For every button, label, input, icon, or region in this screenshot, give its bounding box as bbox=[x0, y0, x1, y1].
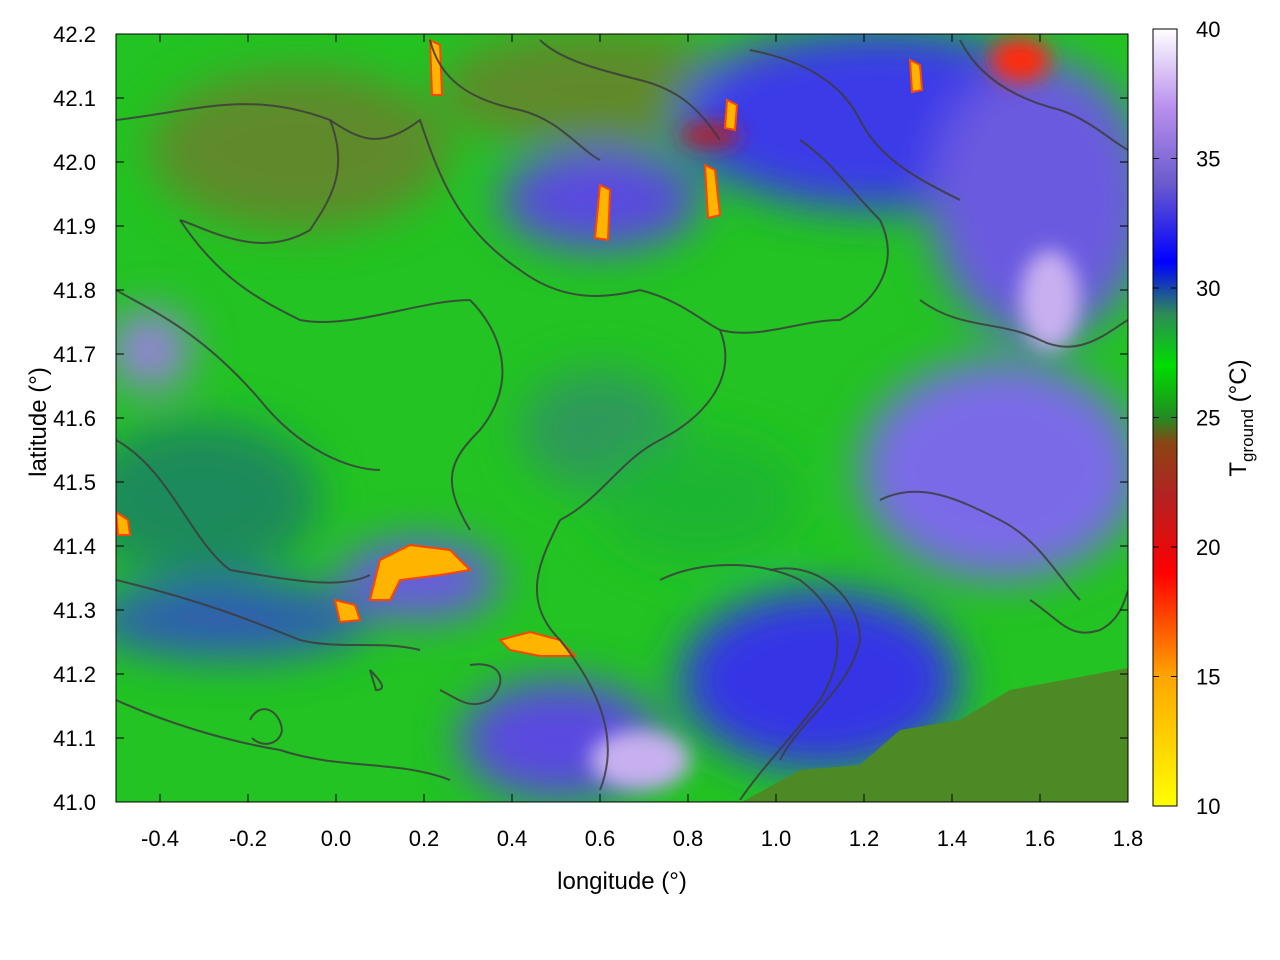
x-axis-label: longitude (°) bbox=[557, 868, 687, 895]
colorbar-label-main: T bbox=[1225, 462, 1252, 477]
y-tick-label: 41.2 bbox=[53, 662, 96, 687]
y-tick-label: 41.9 bbox=[53, 214, 96, 239]
y-tick-label: 41.1 bbox=[53, 726, 96, 751]
x-axis: -0.4 -0.2 0.0 0.2 0.4 0.6 0.8 1.0 1.2 1.4 1.6 1.8 bbox=[141, 34, 1143, 851]
x-tick-label: 1.4 bbox=[937, 826, 968, 851]
x-tick-label: 0.2 bbox=[409, 826, 440, 851]
colorbar-label-unit: (°C) bbox=[1225, 359, 1252, 409]
colorbar-ticks: 10 15 20 25 30 35 40 bbox=[1153, 17, 1220, 819]
contour-lines bbox=[116, 39, 1128, 801]
y-tick-label: 41.8 bbox=[53, 278, 96, 303]
cold-spots bbox=[116, 38, 924, 657]
x-tick-label: 1.8 bbox=[1113, 826, 1144, 851]
x-tick-label: -0.2 bbox=[229, 826, 267, 851]
y-tick-label: 41.6 bbox=[53, 406, 96, 431]
colorbar-tick-label: 40 bbox=[1196, 17, 1220, 42]
x-tick-label: 1.6 bbox=[1025, 826, 1056, 851]
y-tick-label: 41.4 bbox=[53, 534, 96, 559]
heatmap-field bbox=[116, 34, 1128, 802]
x-tick-label: 1.2 bbox=[849, 826, 880, 851]
y-axis-label: latitude (°) bbox=[25, 367, 52, 477]
x-tick-label: -0.4 bbox=[141, 826, 179, 851]
x-tick-label: 0.8 bbox=[673, 826, 704, 851]
y-tick-label: 41.7 bbox=[53, 342, 96, 367]
colorbar-label-sub: ground bbox=[1238, 409, 1257, 462]
y-tick-label: 42.0 bbox=[53, 150, 96, 175]
x-tick-label: 0.0 bbox=[321, 826, 352, 851]
colorbar-tick-label: 25 bbox=[1196, 406, 1220, 431]
colorbar-label: Tground (°C) bbox=[1225, 359, 1257, 476]
colorbar-tick-label: 30 bbox=[1196, 276, 1220, 301]
y-tick-label: 41.3 bbox=[53, 598, 96, 623]
x-tick-label: 0.6 bbox=[585, 826, 616, 851]
colorbar-tick-label: 35 bbox=[1196, 147, 1220, 172]
colorbar-tick-label: 10 bbox=[1196, 794, 1220, 819]
colorbar-tick-label: 20 bbox=[1196, 535, 1220, 560]
y-tick-label: 41.5 bbox=[53, 470, 96, 495]
x-tick-label: 1.0 bbox=[761, 826, 792, 851]
x-tick-label: 0.4 bbox=[497, 826, 528, 851]
y-tick-label: 41.0 bbox=[53, 790, 96, 815]
y-tick-label: 42.1 bbox=[53, 86, 96, 111]
colorbar-tick-label: 15 bbox=[1196, 665, 1220, 690]
y-tick-label: 42.2 bbox=[53, 22, 96, 47]
y-axis: 41.0 41.1 41.2 41.3 41.4 41.5 41.6 41.7 41.8 41.9… bbox=[53, 22, 1128, 815]
